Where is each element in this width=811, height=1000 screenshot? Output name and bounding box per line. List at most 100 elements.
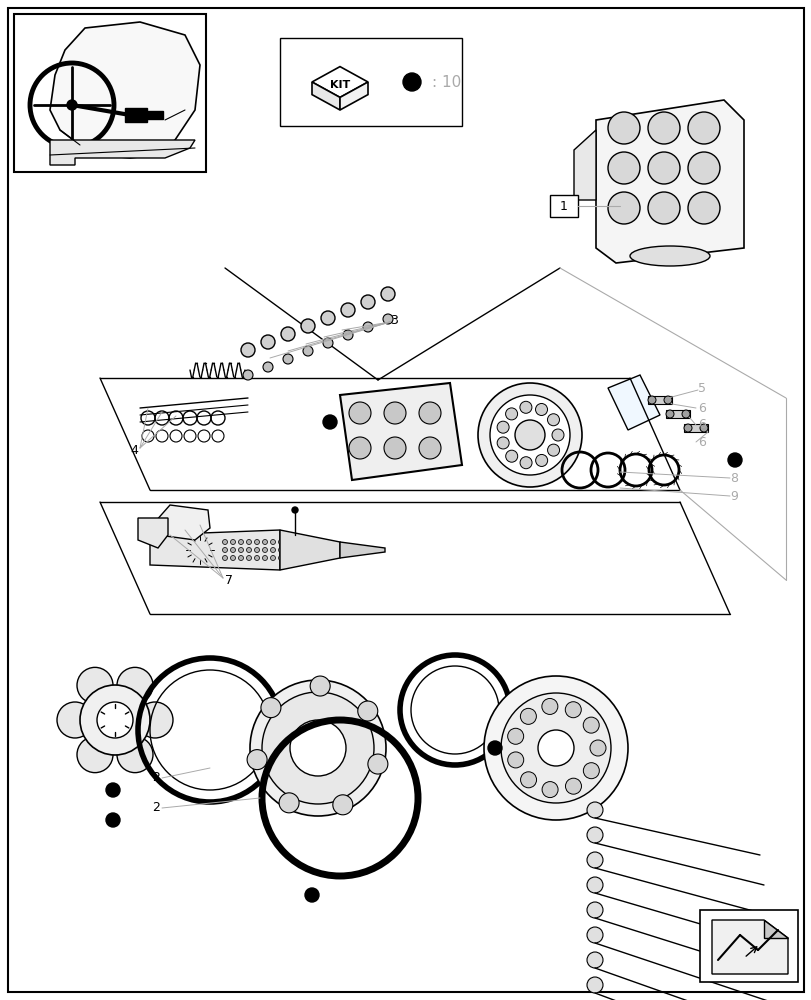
Circle shape — [647, 152, 679, 184]
Circle shape — [551, 429, 564, 441]
Polygon shape — [50, 22, 200, 158]
Circle shape — [260, 698, 281, 718]
Circle shape — [230, 548, 235, 552]
Circle shape — [262, 556, 267, 560]
Polygon shape — [340, 383, 461, 480]
Circle shape — [683, 424, 691, 432]
Bar — [147, 111, 163, 119]
Circle shape — [663, 396, 672, 404]
Circle shape — [303, 346, 312, 356]
Circle shape — [699, 424, 707, 432]
Circle shape — [238, 540, 243, 544]
Polygon shape — [573, 130, 595, 200]
Circle shape — [230, 556, 235, 560]
Circle shape — [538, 730, 573, 766]
Circle shape — [57, 702, 93, 738]
Circle shape — [222, 540, 227, 544]
Bar — [683, 424, 707, 432]
Text: 6: 6 — [697, 418, 705, 432]
Circle shape — [478, 383, 581, 487]
Circle shape — [383, 314, 393, 324]
Circle shape — [117, 737, 152, 773]
Circle shape — [320, 311, 335, 325]
Circle shape — [367, 754, 388, 774]
Circle shape — [342, 330, 353, 340]
Circle shape — [535, 403, 547, 415]
Circle shape — [496, 437, 508, 449]
Circle shape — [278, 540, 283, 544]
Circle shape — [647, 112, 679, 144]
Circle shape — [260, 335, 275, 349]
Circle shape — [582, 717, 599, 733]
Polygon shape — [763, 920, 787, 938]
Circle shape — [380, 287, 394, 301]
Circle shape — [262, 548, 267, 552]
Circle shape — [500, 693, 610, 803]
Circle shape — [278, 548, 283, 552]
Polygon shape — [340, 82, 367, 110]
Circle shape — [323, 415, 337, 429]
Text: 5: 5 — [697, 381, 705, 394]
Circle shape — [106, 783, 120, 797]
Circle shape — [77, 667, 113, 703]
Circle shape — [582, 763, 599, 779]
Circle shape — [247, 540, 251, 544]
Circle shape — [535, 454, 547, 466]
Circle shape — [247, 750, 267, 770]
Circle shape — [487, 741, 501, 755]
Text: 7: 7 — [225, 574, 233, 586]
Circle shape — [290, 720, 345, 776]
Circle shape — [279, 793, 298, 813]
Circle shape — [305, 888, 319, 902]
Circle shape — [262, 540, 267, 544]
Circle shape — [77, 737, 113, 773]
Circle shape — [564, 778, 581, 794]
Circle shape — [586, 852, 603, 868]
Circle shape — [586, 827, 603, 843]
Circle shape — [349, 402, 371, 424]
Circle shape — [117, 667, 152, 703]
Text: 4: 4 — [130, 444, 138, 456]
Circle shape — [402, 73, 420, 91]
Circle shape — [247, 548, 251, 552]
Circle shape — [67, 100, 77, 110]
Circle shape — [505, 450, 517, 462]
Text: 2: 2 — [152, 771, 160, 784]
Circle shape — [547, 444, 559, 456]
Bar — [14, 14, 206, 172]
Circle shape — [281, 327, 294, 341]
Circle shape — [514, 420, 544, 450]
Circle shape — [254, 548, 260, 552]
Circle shape — [341, 303, 354, 317]
Bar — [125, 108, 147, 122]
Text: 9: 9 — [729, 489, 737, 502]
Text: 2: 2 — [152, 801, 160, 814]
Circle shape — [238, 548, 243, 552]
Circle shape — [586, 902, 603, 918]
Circle shape — [358, 701, 377, 721]
Circle shape — [137, 702, 173, 738]
Circle shape — [270, 548, 275, 552]
Circle shape — [519, 401, 531, 413]
Polygon shape — [595, 100, 743, 263]
Circle shape — [564, 702, 581, 718]
Text: : 10: : 10 — [431, 75, 461, 90]
Circle shape — [687, 192, 719, 224]
Circle shape — [586, 877, 603, 893]
Circle shape — [607, 152, 639, 184]
Polygon shape — [50, 140, 195, 165]
Polygon shape — [138, 518, 168, 548]
Text: 6: 6 — [697, 436, 705, 448]
Circle shape — [418, 402, 440, 424]
Circle shape — [607, 112, 639, 144]
Bar — [549, 195, 577, 217]
Circle shape — [681, 410, 689, 418]
Bar — [647, 396, 672, 404]
Circle shape — [222, 548, 227, 552]
Circle shape — [263, 362, 272, 372]
Circle shape — [520, 708, 536, 724]
Circle shape — [727, 453, 741, 467]
Circle shape — [687, 152, 719, 184]
Circle shape — [507, 752, 523, 768]
Circle shape — [230, 540, 235, 544]
